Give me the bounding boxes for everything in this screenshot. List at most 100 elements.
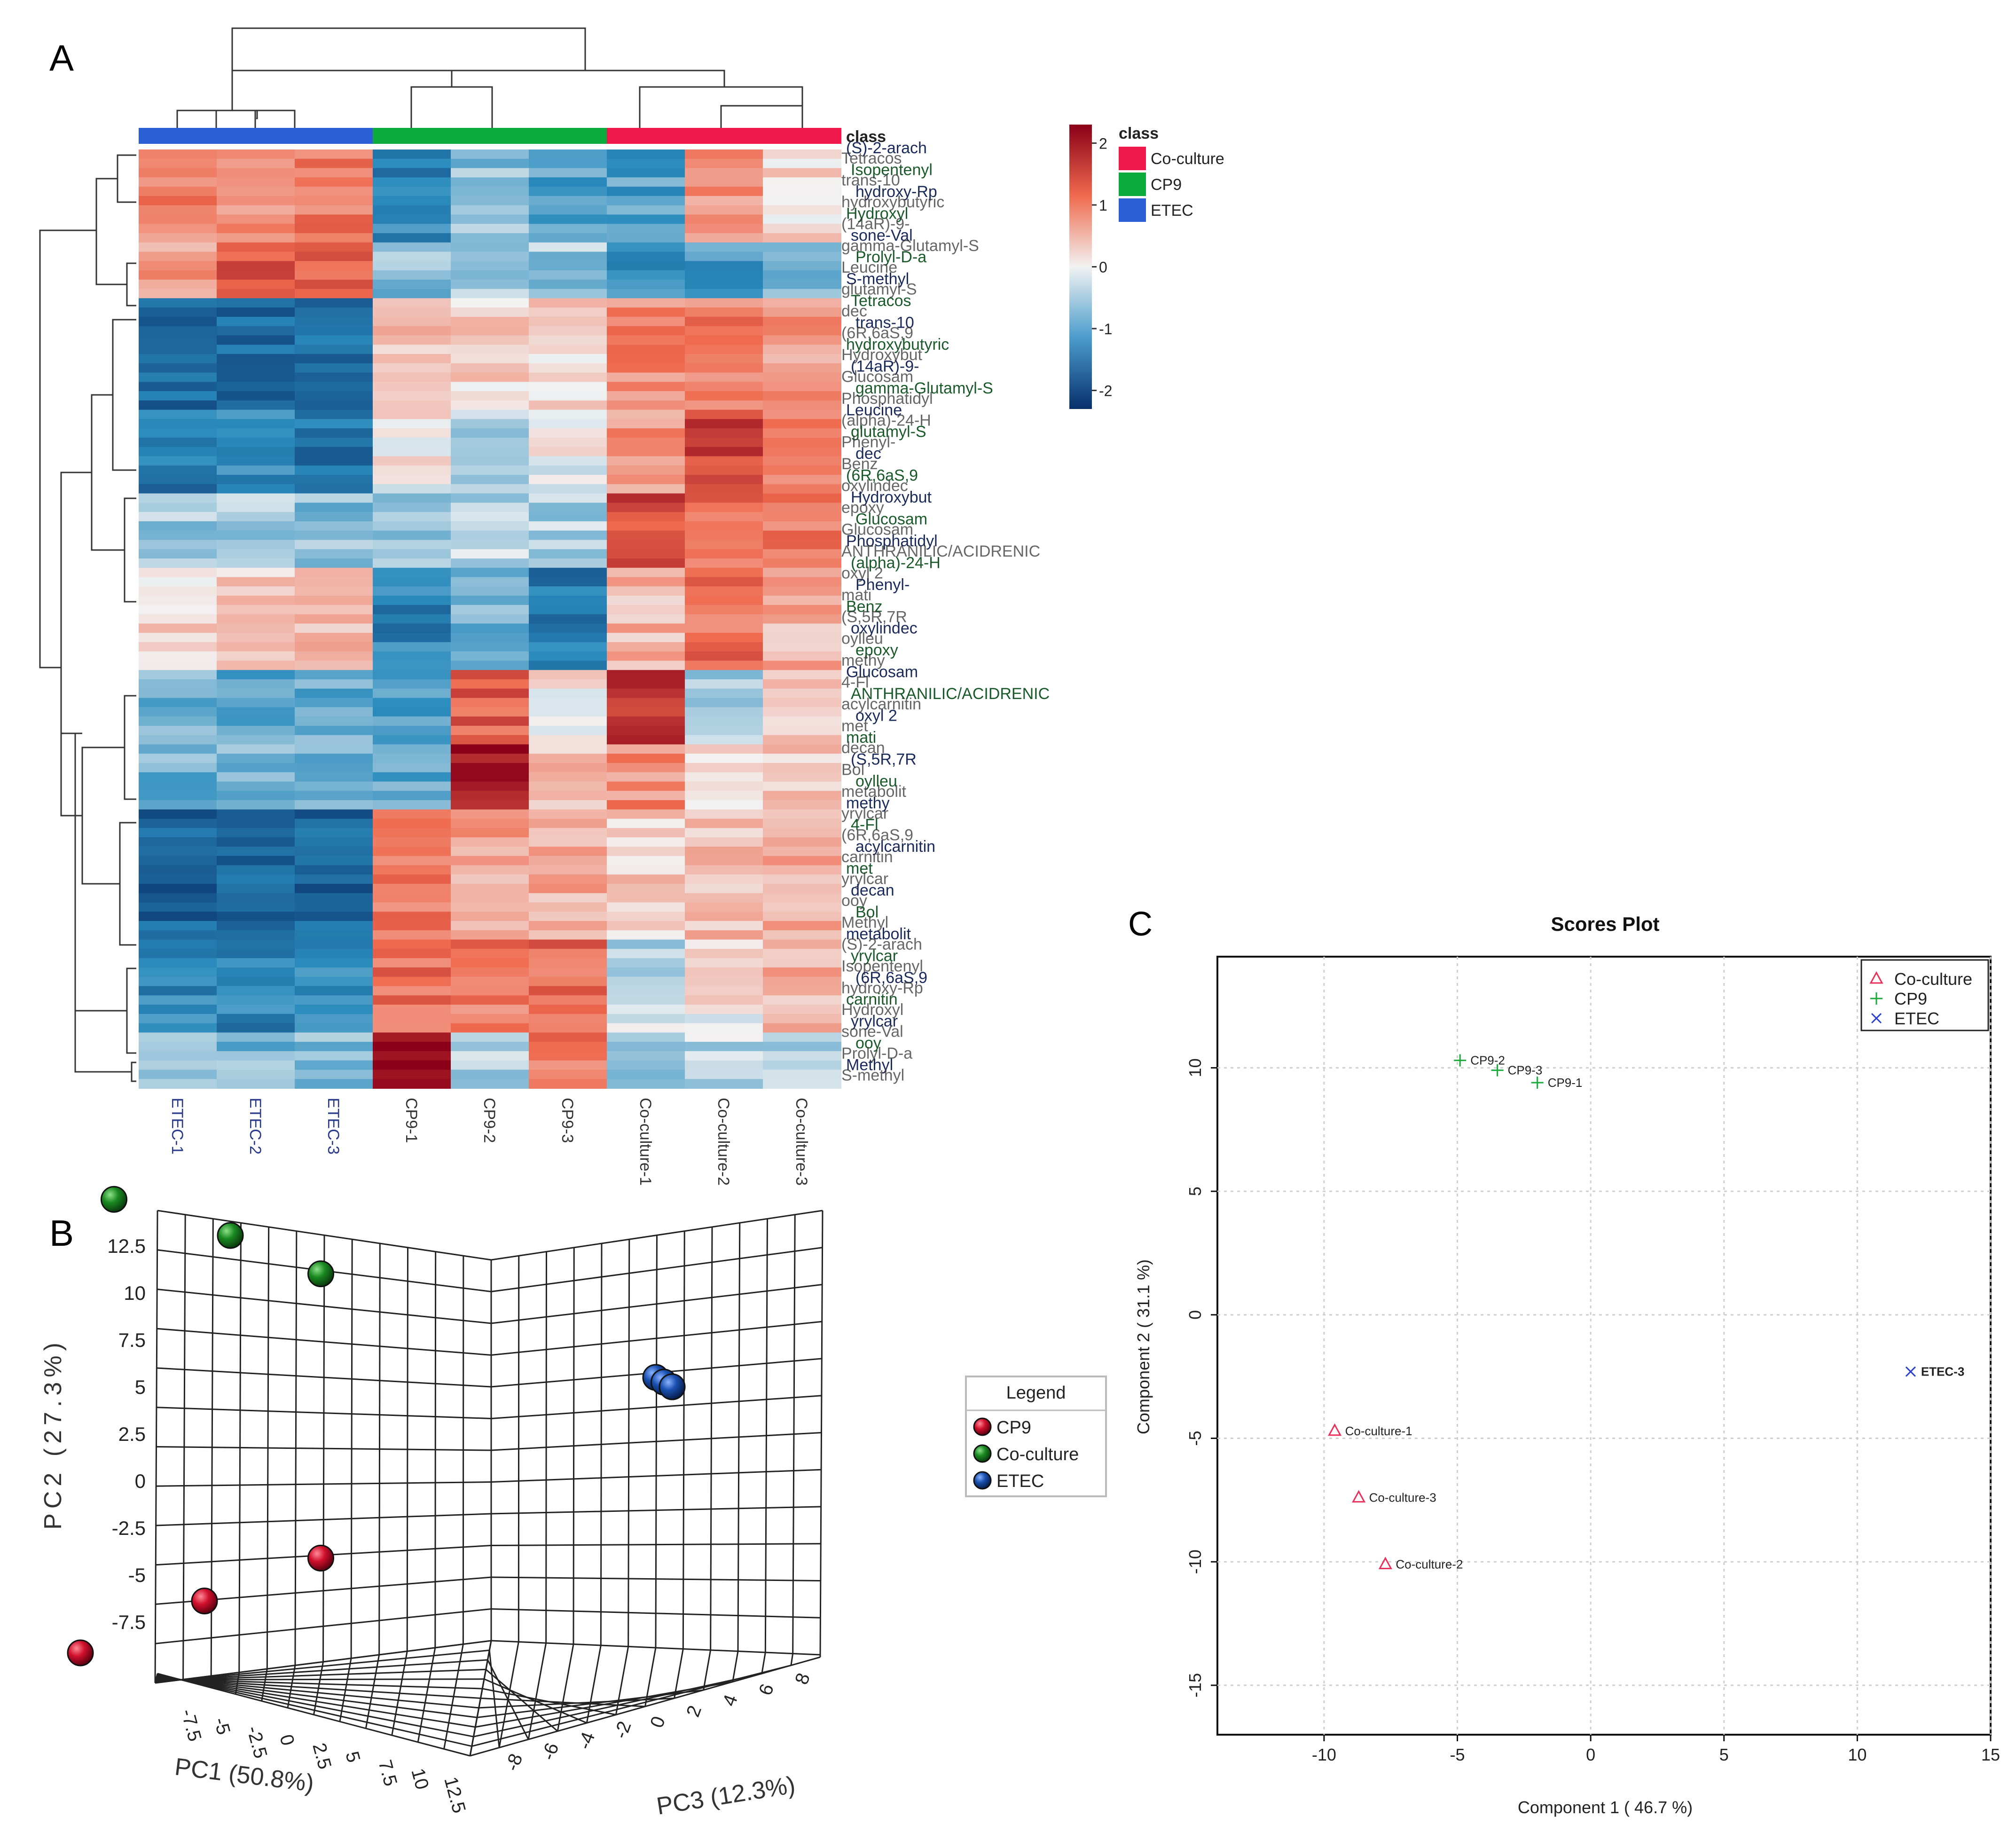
heatmap-cell <box>295 818 373 829</box>
heatmap-cell <box>217 605 295 615</box>
heatmap-cell <box>763 856 841 866</box>
heatmap-cell <box>139 893 217 903</box>
heatmap-cell <box>451 967 529 977</box>
heatmap-cell <box>139 818 217 829</box>
row-label: decan <box>841 739 885 757</box>
heatmap-cell <box>217 577 295 587</box>
heatmap-cell <box>373 437 451 448</box>
heatmap-cell <box>685 976 763 987</box>
heatmap-cell <box>139 902 217 912</box>
heatmap-cell <box>529 503 607 513</box>
heatmap-cell <box>607 642 685 652</box>
heatmap-cell <box>451 976 529 987</box>
heatmap-cell <box>217 763 295 773</box>
heatmap-cell <box>451 949 529 959</box>
row-label: oxyl 2 <box>841 564 883 582</box>
heatmap-cell <box>295 391 373 401</box>
heatmap-cell <box>685 837 763 847</box>
heatmap-cell <box>451 187 529 197</box>
heatmap-cell <box>529 763 607 773</box>
heatmap-cell <box>217 465 295 476</box>
heatmap-cell <box>295 307 373 317</box>
heatmap-cell <box>529 456 607 466</box>
heatmap-cell <box>685 326 763 336</box>
heatmap-cell <box>451 614 529 624</box>
heatmap-cell <box>373 884 451 894</box>
heatmap-cell <box>217 1042 295 1052</box>
heatmap-cell <box>607 865 685 875</box>
heatmap-cell <box>139 958 217 968</box>
heatmap-cell <box>763 921 841 931</box>
heatmap-cell <box>217 865 295 875</box>
heatmap-cell <box>139 577 217 587</box>
heatmap-cell <box>139 187 217 197</box>
heatmap-cell <box>763 530 841 541</box>
heatmap-cell <box>373 493 451 503</box>
heatmap-cell <box>529 716 607 726</box>
row-label: metabolit <box>841 783 907 801</box>
heatmap-cell <box>763 660 841 671</box>
heatmap-cell <box>373 967 451 977</box>
heatmap-cell <box>763 846 841 857</box>
row-label: Isopentenyl <box>841 957 923 975</box>
heatmap-cell <box>529 930 607 940</box>
heatmap-cell <box>139 503 217 513</box>
heatmap-cell <box>529 995 607 1006</box>
heatmap-cell <box>451 512 529 522</box>
heatmap-cell <box>607 354 685 364</box>
heatmap-cell <box>217 660 295 671</box>
heatmap-cell <box>217 1051 295 1061</box>
row-label: Prolyl-D-a <box>855 248 926 266</box>
row-label: (S,5R,7R <box>851 750 917 768</box>
heatmap-cell <box>217 409 295 420</box>
heatmap-cell <box>295 242 373 252</box>
heatmap-cell <box>607 558 685 568</box>
heatmap-cell <box>139 493 217 503</box>
heatmap-cell <box>295 549 373 559</box>
heatmap-cell <box>685 1069 763 1080</box>
heatmap-cell <box>607 912 685 922</box>
heatmap-cell <box>685 596 763 605</box>
heatmap-cell <box>295 846 373 857</box>
class-bar-segment <box>373 128 451 144</box>
heatmap-cell <box>139 558 217 568</box>
score-point <box>1491 1064 1504 1077</box>
heatmap-cell <box>763 698 841 708</box>
heatmap-cell <box>607 428 685 438</box>
heatmap-cell <box>139 298 217 308</box>
pc2-tick-label: 10 <box>124 1282 146 1304</box>
y-tick-label: -15 <box>1185 1673 1205 1698</box>
heatmap-cell <box>607 540 685 550</box>
heatmap-cell <box>139 1005 217 1014</box>
x-tick-label: -5 <box>1450 1745 1465 1764</box>
heatmap-cell <box>373 456 451 466</box>
heatmap-cell <box>451 837 529 847</box>
heatmap-cell <box>529 642 607 652</box>
heatmap-cell <box>373 949 451 959</box>
heatmap-cell <box>373 307 451 317</box>
heatmap-cell <box>685 521 763 531</box>
heatmap-cell <box>295 484 373 494</box>
heatmap-cell <box>373 614 451 624</box>
heatmap-cell <box>295 949 373 959</box>
heatmap-cell <box>685 986 763 996</box>
heatmap-cell <box>607 577 685 587</box>
heatmap-cell <box>685 214 763 225</box>
row-label: dec <box>841 302 867 320</box>
row-label: Phosphatidyl <box>846 532 938 550</box>
heatmap-cell <box>217 512 295 522</box>
heatmap-cell <box>763 345 841 354</box>
y-tick-label: -5 <box>1185 1431 1205 1446</box>
heatmap-cell <box>373 428 451 438</box>
heatmap-cell <box>451 354 529 364</box>
heatmap-cell <box>685 456 763 466</box>
heatmap-cell <box>451 828 529 838</box>
heatmap-cell <box>217 484 295 494</box>
heatmap-cell <box>685 149 763 159</box>
heatmap-cell <box>217 651 295 661</box>
heatmap-cell <box>685 930 763 940</box>
grid-line <box>471 1665 792 1747</box>
heatmap-cell <box>217 976 295 987</box>
row-label: Hydroxybut <box>851 488 932 506</box>
scale-tick-label: 1 <box>1099 197 1107 214</box>
